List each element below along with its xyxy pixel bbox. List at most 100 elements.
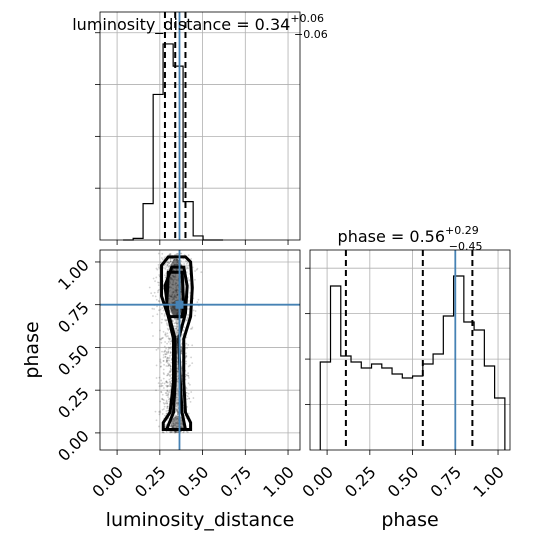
scatter-point (186, 264, 188, 267)
scatter-point (175, 253, 178, 255)
scatter-point (165, 431, 168, 433)
scatter-point (185, 271, 188, 274)
scatter-point (174, 414, 176, 417)
scatter-point (164, 332, 167, 335)
scatter-point (184, 260, 187, 262)
histogram-step (123, 43, 224, 241)
scatter-point (172, 422, 175, 425)
scatter-point (194, 278, 196, 281)
scatter-point (185, 387, 188, 390)
scatter-point (176, 375, 179, 378)
scatter-point (169, 351, 172, 353)
scatter-point (166, 342, 168, 345)
scatter-point (155, 389, 157, 392)
scatter-point (166, 374, 168, 377)
luminosity-distance-quantile-lines (163, 12, 187, 240)
scatter-point (161, 431, 164, 434)
scatter-point (196, 301, 199, 304)
scatter-point (167, 328, 170, 331)
scatter-point (174, 327, 177, 330)
luminosity-distance-histogram-panel: luminosity_distance = 0.34+0.06 −0.06 (72, 11, 328, 245)
scatter-point (159, 411, 162, 414)
scatter-point (196, 267, 199, 270)
scatter-point (191, 327, 193, 330)
scatter-point (169, 352, 172, 355)
phase-title-upper: +0.29 (445, 224, 479, 237)
x-tick-label-0: 0.00 (298, 462, 337, 501)
scatter-point (188, 278, 191, 281)
scatter-point (159, 261, 162, 264)
y-tick-label-1: 0.25 (54, 384, 93, 423)
scatter-point (168, 347, 171, 349)
x-tick-label-3: 0.75 (427, 462, 466, 501)
scatter-point (161, 337, 164, 340)
scatter-point (173, 325, 175, 327)
scatter-point (194, 314, 196, 317)
scatter-point (168, 338, 171, 341)
scatter-point (169, 389, 172, 392)
scatter-point (169, 342, 172, 345)
scatter-point (163, 405, 166, 408)
scatter-point (166, 323, 169, 326)
scatter-point (163, 373, 165, 376)
scatter-point (180, 345, 183, 348)
scatter-point (176, 331, 179, 334)
scatter-point (165, 359, 168, 362)
scatter-point (158, 281, 161, 284)
scatter-point (167, 407, 170, 410)
scatter-point (185, 342, 188, 345)
phase-histogram-panel: 0.00 0.25 0.50 0.75 1.00 phase = 0.56+0.29 −0… (298, 224, 511, 501)
scatter-point (165, 380, 168, 383)
x-tick-label-4: 1.00 (259, 462, 298, 501)
scatter-point (186, 374, 188, 377)
scatter-point (163, 363, 166, 366)
scatter-point (174, 421, 177, 424)
scatter-point (166, 264, 169, 266)
scatter-point (190, 257, 193, 260)
scatter-point (176, 363, 179, 366)
scatter-point (163, 350, 165, 353)
contour-0 (160, 255, 194, 431)
phase-axis-label: phase (381, 509, 438, 531)
scatter-point (167, 392, 170, 395)
scatter-point (160, 391, 163, 394)
scatter-point (162, 368, 165, 371)
scatter-point (173, 318, 176, 321)
scatter-point (187, 372, 190, 375)
scatter-point (176, 401, 178, 404)
scatter-point (167, 348, 170, 351)
scatter-point (151, 307, 154, 310)
scatter-point (171, 425, 174, 428)
scatter-point (169, 364, 171, 367)
scatter-point (176, 370, 179, 373)
scatter-point (187, 264, 190, 267)
scatter-point (180, 350, 183, 353)
scatter-point (169, 337, 172, 340)
scatter-point (162, 398, 164, 401)
histogram-step (319, 275, 506, 450)
scatter-point (161, 318, 163, 321)
scatter-point (158, 385, 161, 388)
scatter-point (162, 330, 165, 333)
scatter-point (177, 425, 179, 428)
scatter-point (175, 319, 177, 322)
scatter-point (177, 380, 179, 383)
phase-histogram-frame (309, 249, 511, 451)
scatter-point (170, 377, 173, 380)
scatter-point (150, 292, 153, 295)
scatter-point (163, 274, 166, 277)
scatter-point (174, 416, 177, 419)
scatter-point (162, 402, 165, 404)
scatter-point (163, 314, 166, 317)
scatter-point (175, 402, 178, 405)
luminosity-distance-title-lower: −0.06 (294, 28, 328, 41)
scatter-point (187, 254, 190, 257)
scatter-point (162, 387, 165, 389)
scatter-point (164, 333, 166, 336)
scatter-point (168, 398, 171, 401)
scatter-point (180, 260, 182, 263)
scatter-point (174, 417, 177, 419)
scatter-point (164, 356, 167, 358)
scatter-point (166, 385, 169, 388)
scatter-point (176, 408, 178, 411)
